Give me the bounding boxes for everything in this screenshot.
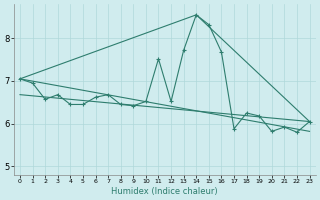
X-axis label: Humidex (Indice chaleur): Humidex (Indice chaleur) bbox=[111, 187, 218, 196]
